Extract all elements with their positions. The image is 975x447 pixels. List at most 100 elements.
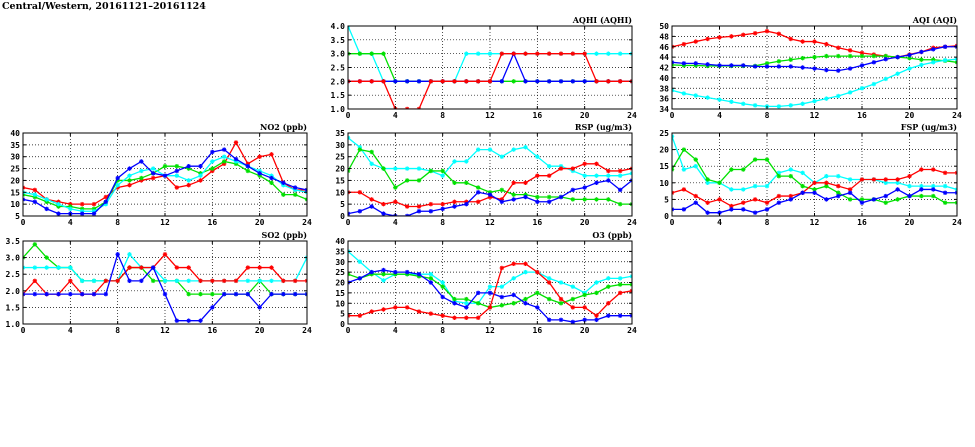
data-point bbox=[847, 66, 853, 71]
data-point bbox=[954, 57, 957, 62]
data-point bbox=[907, 183, 912, 189]
data-point bbox=[788, 197, 793, 202]
data-point bbox=[210, 159, 215, 164]
data-point bbox=[800, 55, 805, 61]
data-point bbox=[257, 154, 262, 159]
x-tick-label: 8 bbox=[440, 218, 445, 227]
data-point bbox=[304, 291, 307, 297]
data-point bbox=[741, 32, 746, 38]
data-point bbox=[570, 284, 576, 289]
data-point bbox=[150, 265, 156, 270]
data-point bbox=[717, 197, 722, 202]
data-point bbox=[705, 200, 710, 205]
data-point bbox=[570, 296, 576, 302]
data-point bbox=[511, 276, 516, 281]
data-point bbox=[32, 242, 38, 247]
data-point bbox=[464, 180, 469, 185]
data-point bbox=[535, 79, 540, 84]
data-point bbox=[859, 86, 865, 91]
data-point bbox=[499, 154, 505, 159]
data-point bbox=[174, 185, 180, 190]
data-point bbox=[174, 265, 180, 270]
x-tick-label: 0 bbox=[670, 111, 675, 120]
data-point bbox=[741, 101, 746, 107]
data-point bbox=[269, 278, 274, 284]
data-point bbox=[895, 71, 900, 76]
y-tick-label: 30 bbox=[335, 141, 345, 150]
data-point bbox=[127, 252, 132, 257]
data-point bbox=[269, 152, 274, 157]
data-point bbox=[606, 313, 611, 318]
data-point bbox=[812, 54, 817, 60]
data-point bbox=[681, 41, 687, 47]
data-point bbox=[393, 79, 398, 84]
data-point bbox=[535, 194, 540, 200]
data-point bbox=[348, 26, 351, 29]
data-point bbox=[511, 51, 516, 56]
y-tick-label: 3.5 bbox=[6, 237, 21, 246]
x-tick-label: 0 bbox=[21, 218, 26, 227]
data-point bbox=[871, 81, 877, 87]
data-point bbox=[404, 269, 410, 275]
chart-title: SO2 (ppb) bbox=[262, 230, 308, 240]
data-point bbox=[221, 147, 227, 152]
data-point bbox=[381, 201, 386, 207]
data-point bbox=[594, 280, 599, 285]
data-point bbox=[776, 173, 782, 179]
data-point bbox=[800, 183, 805, 189]
data-point bbox=[139, 278, 144, 284]
data-point bbox=[511, 197, 516, 202]
data-point bbox=[174, 173, 180, 178]
x-tick-label: 4 bbox=[717, 111, 722, 120]
data-point bbox=[499, 303, 505, 308]
data-point bbox=[257, 171, 262, 176]
data-point bbox=[452, 315, 457, 320]
data-point bbox=[693, 193, 698, 199]
data-point bbox=[582, 51, 587, 56]
y-tick-label: 40 bbox=[659, 74, 669, 83]
chart-title: RSP (ug/m3) bbox=[575, 122, 632, 132]
data-point bbox=[269, 291, 274, 297]
data-point bbox=[836, 173, 841, 179]
data-point bbox=[440, 168, 445, 174]
data-point bbox=[139, 159, 144, 164]
data-point bbox=[570, 166, 576, 171]
data-point bbox=[150, 175, 156, 181]
y-tick-label: 5 bbox=[15, 212, 20, 221]
data-point bbox=[570, 319, 576, 324]
data-point bbox=[357, 276, 363, 281]
data-point bbox=[546, 51, 552, 56]
data-point bbox=[186, 178, 191, 183]
data-point bbox=[824, 67, 829, 73]
data-point bbox=[511, 147, 516, 152]
data-point bbox=[304, 197, 307, 202]
data-point bbox=[198, 278, 203, 284]
data-point bbox=[32, 187, 38, 193]
y-tick-label: 5 bbox=[340, 200, 345, 209]
y-tick-label: 35 bbox=[10, 141, 20, 150]
data-point bbox=[729, 207, 734, 212]
data-point bbox=[523, 194, 528, 200]
data-point bbox=[257, 278, 262, 284]
data-point bbox=[198, 164, 203, 169]
data-point bbox=[452, 180, 457, 185]
data-point bbox=[404, 213, 410, 216]
data-point bbox=[44, 255, 49, 260]
data-point bbox=[404, 204, 410, 209]
data-point bbox=[233, 278, 239, 284]
data-point bbox=[452, 159, 457, 164]
data-point bbox=[44, 206, 49, 212]
y-tick-label: 0 bbox=[340, 320, 345, 329]
data-point bbox=[464, 51, 469, 56]
y-tick-label: 40 bbox=[10, 129, 20, 138]
data-point bbox=[546, 280, 552, 285]
data-point bbox=[487, 192, 493, 197]
data-point bbox=[440, 284, 445, 289]
data-point bbox=[617, 173, 623, 178]
data-point bbox=[127, 182, 132, 188]
data-point bbox=[847, 177, 853, 182]
data-point bbox=[174, 278, 180, 284]
data-point bbox=[606, 284, 611, 289]
data-point bbox=[693, 157, 698, 162]
